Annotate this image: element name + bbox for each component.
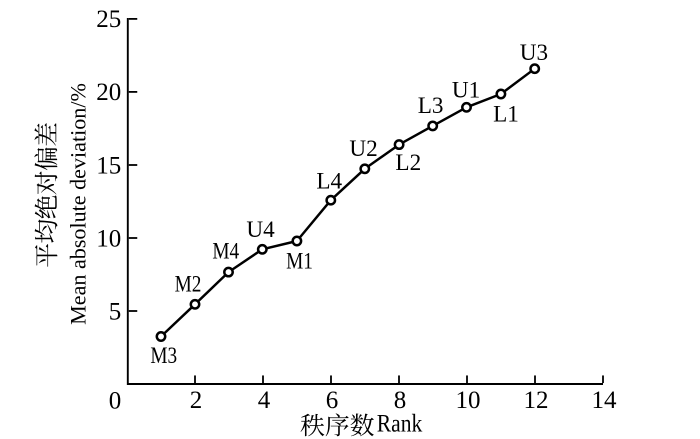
svg-text:M2: M2 <box>175 271 202 297</box>
svg-text:U3: U3 <box>520 40 548 66</box>
svg-text:0: 0 <box>109 388 122 415</box>
svg-text:10: 10 <box>456 387 481 414</box>
svg-text:L2: L2 <box>395 150 421 176</box>
svg-text:Mean absolute deviation/%: Mean absolute deviation/% <box>65 83 90 325</box>
svg-text:M1: M1 <box>286 248 313 274</box>
svg-text:L4: L4 <box>316 168 342 194</box>
svg-text:L1: L1 <box>493 101 519 127</box>
svg-text:8: 8 <box>394 387 407 414</box>
svg-text:5: 5 <box>109 298 122 325</box>
svg-text:M4: M4 <box>212 238 239 264</box>
svg-text:4: 4 <box>258 387 271 414</box>
svg-text:20: 20 <box>96 79 121 106</box>
svg-text:Rank: Rank <box>377 411 423 438</box>
svg-text:U4: U4 <box>246 217 275 243</box>
svg-text:6: 6 <box>326 387 339 414</box>
svg-text:U2: U2 <box>349 136 377 162</box>
svg-text:L3: L3 <box>418 93 444 119</box>
svg-text:M3: M3 <box>150 343 177 369</box>
svg-text:14: 14 <box>592 387 618 414</box>
svg-text:10: 10 <box>96 225 121 252</box>
svg-text:U1: U1 <box>452 77 480 103</box>
svg-text:12: 12 <box>524 387 549 414</box>
svg-text:25: 25 <box>96 6 121 33</box>
svg-text:15: 15 <box>96 152 121 179</box>
svg-text:2: 2 <box>190 387 203 414</box>
